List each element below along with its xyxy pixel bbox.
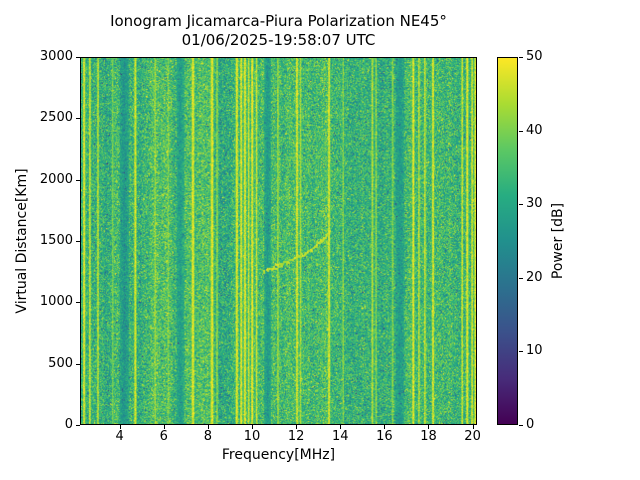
x-tick-mark	[163, 425, 165, 429]
y-tick-label: 500	[48, 355, 73, 371]
colorbar-tick-label: 0	[526, 417, 535, 432]
x-tick-mark	[207, 425, 209, 429]
colorbar-tick-mark	[519, 277, 523, 279]
y-tick-mark	[76, 363, 80, 365]
y-tick-label: 1500	[39, 233, 73, 248]
x-tick-mark	[296, 425, 298, 429]
y-tick-mark	[76, 57, 80, 58]
x-tick-mark	[119, 425, 121, 429]
heatmap-canvas	[81, 58, 476, 424]
x-tick-mark	[340, 425, 342, 429]
colorbar-tick-mark	[519, 57, 523, 58]
x-tick-label: 14	[331, 429, 349, 444]
colorbar-tick-label: 30	[526, 196, 543, 212]
colorbar	[497, 57, 518, 425]
x-tick-label: 20	[464, 429, 481, 444]
y-tick-label: 0	[64, 417, 73, 432]
y-tick-mark	[76, 179, 80, 181]
colorbar-tick-mark	[519, 204, 523, 206]
colorbar-tick-label: 20	[526, 269, 543, 285]
y-tick-label: 3000	[39, 49, 73, 64]
x-tick-mark	[428, 425, 430, 429]
y-tick-label: 1000	[39, 294, 73, 310]
y-tick-label: 2000	[39, 171, 73, 187]
x-tick-mark	[252, 425, 254, 429]
colorbar-tick-label: 40	[526, 122, 543, 138]
colorbar-tick-label: 50	[526, 49, 543, 64]
y-tick-label: 2500	[39, 110, 73, 126]
y-tick-mark	[76, 241, 80, 242]
x-tick-label: 10	[243, 429, 261, 444]
colorbar-label: Power [dB]	[550, 202, 566, 280]
x-tick-mark	[472, 425, 474, 429]
y-tick-mark	[76, 425, 80, 426]
y-tick-mark	[76, 302, 80, 304]
plot-area	[80, 57, 477, 425]
x-tick-label: 6	[159, 429, 168, 444]
x-tick-label: 16	[376, 429, 393, 444]
colorbar-tick-label: 10	[526, 343, 543, 359]
x-tick-label: 18	[420, 429, 437, 444]
colorbar-gradient	[498, 58, 517, 424]
figure-subtitle: 01/06/2025-19:58:07 UTC	[181, 31, 376, 49]
colorbar-tick-mark	[519, 425, 523, 426]
x-tick-label: 4	[115, 429, 124, 444]
x-tick-label: 8	[203, 429, 213, 444]
x-axis-label: Frequency[MHz]	[221, 447, 336, 463]
x-tick-label: 12	[287, 429, 305, 444]
figure-title: Ionogram Jicamarca-Piura Polarization NE…	[110, 12, 447, 30]
colorbar-tick-mark	[519, 130, 523, 132]
y-tick-mark	[76, 118, 80, 120]
colorbar-tick-mark	[519, 351, 523, 353]
x-tick-mark	[384, 425, 386, 429]
